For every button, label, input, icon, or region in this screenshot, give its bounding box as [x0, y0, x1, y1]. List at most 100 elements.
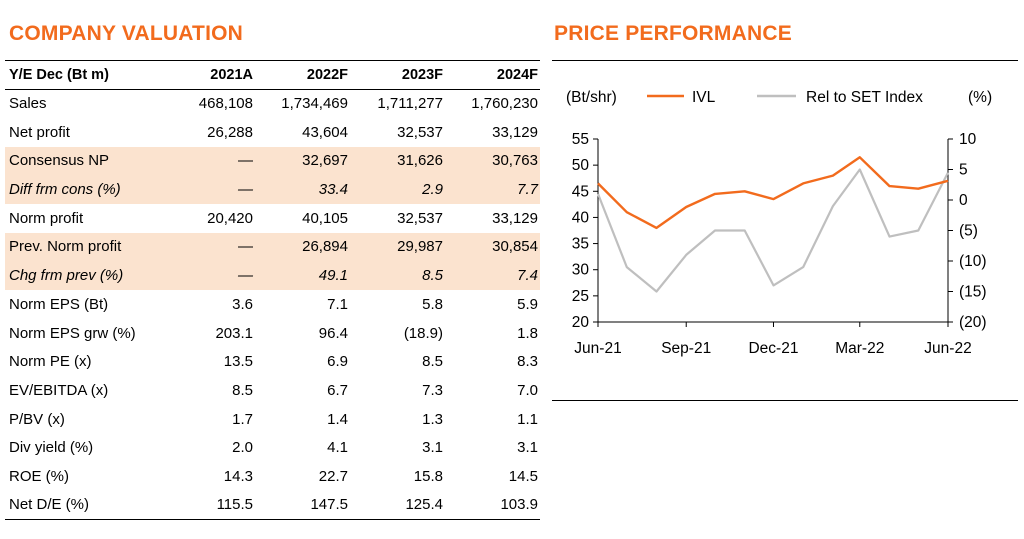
valuation-table: Y/E Dec (Bt m) 2021A 2022F 2023F 2024F S… [5, 60, 540, 520]
row-value: 8.5 [232, 381, 253, 399]
row-value: — [163, 175, 255, 204]
row-value: 1.3 [422, 410, 443, 428]
valuation-row: Net D/E (%) 115.5 147.5 125.4 103.9 [5, 491, 540, 520]
row-label: Norm profit [9, 209, 84, 227]
header-year: 2024F [496, 66, 538, 83]
row-value: 1.1 [517, 410, 538, 428]
series-line-rel-set [596, 168, 949, 293]
x-tick-label: Dec-21 [748, 340, 798, 357]
row-label: Norm PE (x) [9, 353, 92, 371]
row-value: 1,711,277 [377, 95, 443, 113]
left-tick-label: 30 [572, 262, 590, 279]
valuation-row: EV/EBITDA (x) 8.5 6.7 7.3 7.0 [5, 376, 540, 405]
row-value: — [163, 146, 255, 176]
row-value: 32,537 [397, 123, 443, 141]
row-value: 22.7 [318, 467, 348, 485]
row-value: 32,537 [397, 209, 443, 227]
row-value: 7.4 [445, 261, 540, 290]
row-label: P/BV (x) [9, 410, 65, 428]
valuation-row: Chg frm prev (%) —49.1 8.5 7.4 [5, 261, 540, 290]
valuation-row: Norm PE (x) 13.5 6.9 8.5 8.3 [5, 347, 540, 376]
valuation-row: ROE (%) 14.3 22.7 15.8 14.5 [5, 462, 540, 491]
row-label: Net D/E (%) [9, 496, 90, 514]
row-label: Div yield (%) [9, 439, 94, 457]
row-value: 103.9 [500, 496, 538, 514]
row-value: 4.1 [327, 439, 348, 457]
row-value: 125.4 [405, 496, 443, 514]
row-value: 8.5 [350, 261, 445, 290]
row-label: Consensus NP [5, 146, 163, 176]
row-value: 30,763 [445, 146, 540, 176]
row-value: 8.3 [517, 353, 538, 371]
row-label: Norm EPS grw (%) [9, 324, 136, 342]
right-axis-label: (%) [968, 89, 992, 106]
row-value: 6.9 [327, 353, 348, 371]
right-tick-label: 0 [959, 192, 968, 209]
left-tick-label: 20 [572, 314, 590, 331]
row-label: Net profit [9, 123, 70, 141]
row-value: 33.4 [255, 175, 350, 204]
left-tick-label: 50 [572, 157, 590, 174]
row-label: ROE (%) [9, 467, 69, 485]
company-valuation-title: COMPANY VALUATION [9, 22, 244, 45]
series-line-ivl [597, 156, 949, 230]
valuation-row: P/BV (x) 1.7 1.4 1.3 1.1 [5, 405, 540, 434]
row-value: 1,734,469 [281, 95, 348, 113]
x-tick-label: Jun-22 [924, 340, 971, 357]
row-value: 3.1 [517, 439, 538, 457]
row-value: 13.5 [223, 353, 253, 371]
right-tick-label: (20) [959, 314, 987, 331]
row-label: Chg frm prev (%) [5, 261, 163, 290]
row-value: 26,288 [207, 123, 253, 141]
right-tick-label: (5) [959, 223, 978, 240]
header-year: 2022F [306, 66, 348, 83]
row-value: 20,420 [207, 209, 253, 227]
left-tick-label: 45 [572, 183, 589, 200]
valuation-row: Consensus NP —32,697 31,626 30,763 [5, 146, 540, 176]
header-label: Y/E Dec (Bt m) [9, 66, 109, 83]
row-value: 15.8 [413, 467, 443, 485]
chart-top-rule [552, 60, 1018, 61]
legend-label-rel-set: Rel to SET Index [806, 89, 923, 106]
left-tick-label: 25 [572, 288, 589, 305]
valuation-row: Norm profit 20,420 40,105 32,537 33,129 [5, 204, 540, 233]
row-value: 1.7 [232, 410, 253, 428]
valuation-row: Div yield (%) 2.0 4.1 3.1 3.1 [5, 433, 540, 462]
header-year: 2021A [210, 66, 253, 83]
valuation-header-row: Y/E Dec (Bt m) 2021A 2022F 2023F 2024F [5, 60, 540, 90]
left-tick-label: 55 [572, 131, 589, 148]
row-value: 6.7 [327, 381, 348, 399]
right-tick-label: (15) [959, 284, 987, 301]
valuation-row: Norm EPS (Bt) 3.6 7.1 5.8 5.9 [5, 290, 540, 319]
left-tick-label: 40 [572, 209, 590, 226]
header-year: 2023F [401, 66, 443, 83]
row-value: 3.6 [232, 295, 253, 313]
legend-label-ivl: IVL [692, 89, 716, 106]
row-value: 5.8 [422, 295, 443, 313]
row-value: 96.4 [318, 324, 348, 342]
row-value: 30,854 [445, 232, 540, 262]
row-value: 33,129 [492, 123, 538, 141]
row-value: 2.9 [350, 175, 445, 204]
chart-bottom-rule [552, 400, 1018, 401]
row-value: 32,697 [255, 146, 350, 176]
chart-svg: 20 25 30 35 40 45 50 55 (20) (15) (10) (5) 0 5 10 Jun-2… [566, 89, 992, 357]
row-value: (18.9) [403, 324, 443, 342]
row-value: 147.5 [310, 496, 348, 514]
row-value: 8.5 [422, 353, 443, 371]
row-value: 33,129 [492, 209, 538, 227]
row-value: 43,604 [302, 123, 348, 141]
row-value: 115.5 [216, 496, 253, 514]
valuation-row: Norm EPS grw (%) 203.1 96.4 (18.9) 1.8 [5, 319, 540, 348]
left-tick-label: 35 [572, 236, 589, 253]
x-tick-label: Sep-21 [661, 340, 711, 357]
row-value: 7.0 [517, 381, 538, 399]
row-value: 3.1 [422, 439, 443, 457]
row-value: 14.5 [508, 467, 538, 485]
row-value: — [163, 232, 255, 262]
row-value: 7.1 [327, 295, 348, 313]
right-tick-label: (10) [959, 253, 987, 270]
row-value: 26,894 [255, 232, 350, 262]
price-performance-chart: 20 25 30 35 40 45 50 55 (20) (15) (10) (5) 0 5 10 Jun-2… [552, 60, 1018, 401]
row-value: 2.0 [232, 439, 253, 457]
